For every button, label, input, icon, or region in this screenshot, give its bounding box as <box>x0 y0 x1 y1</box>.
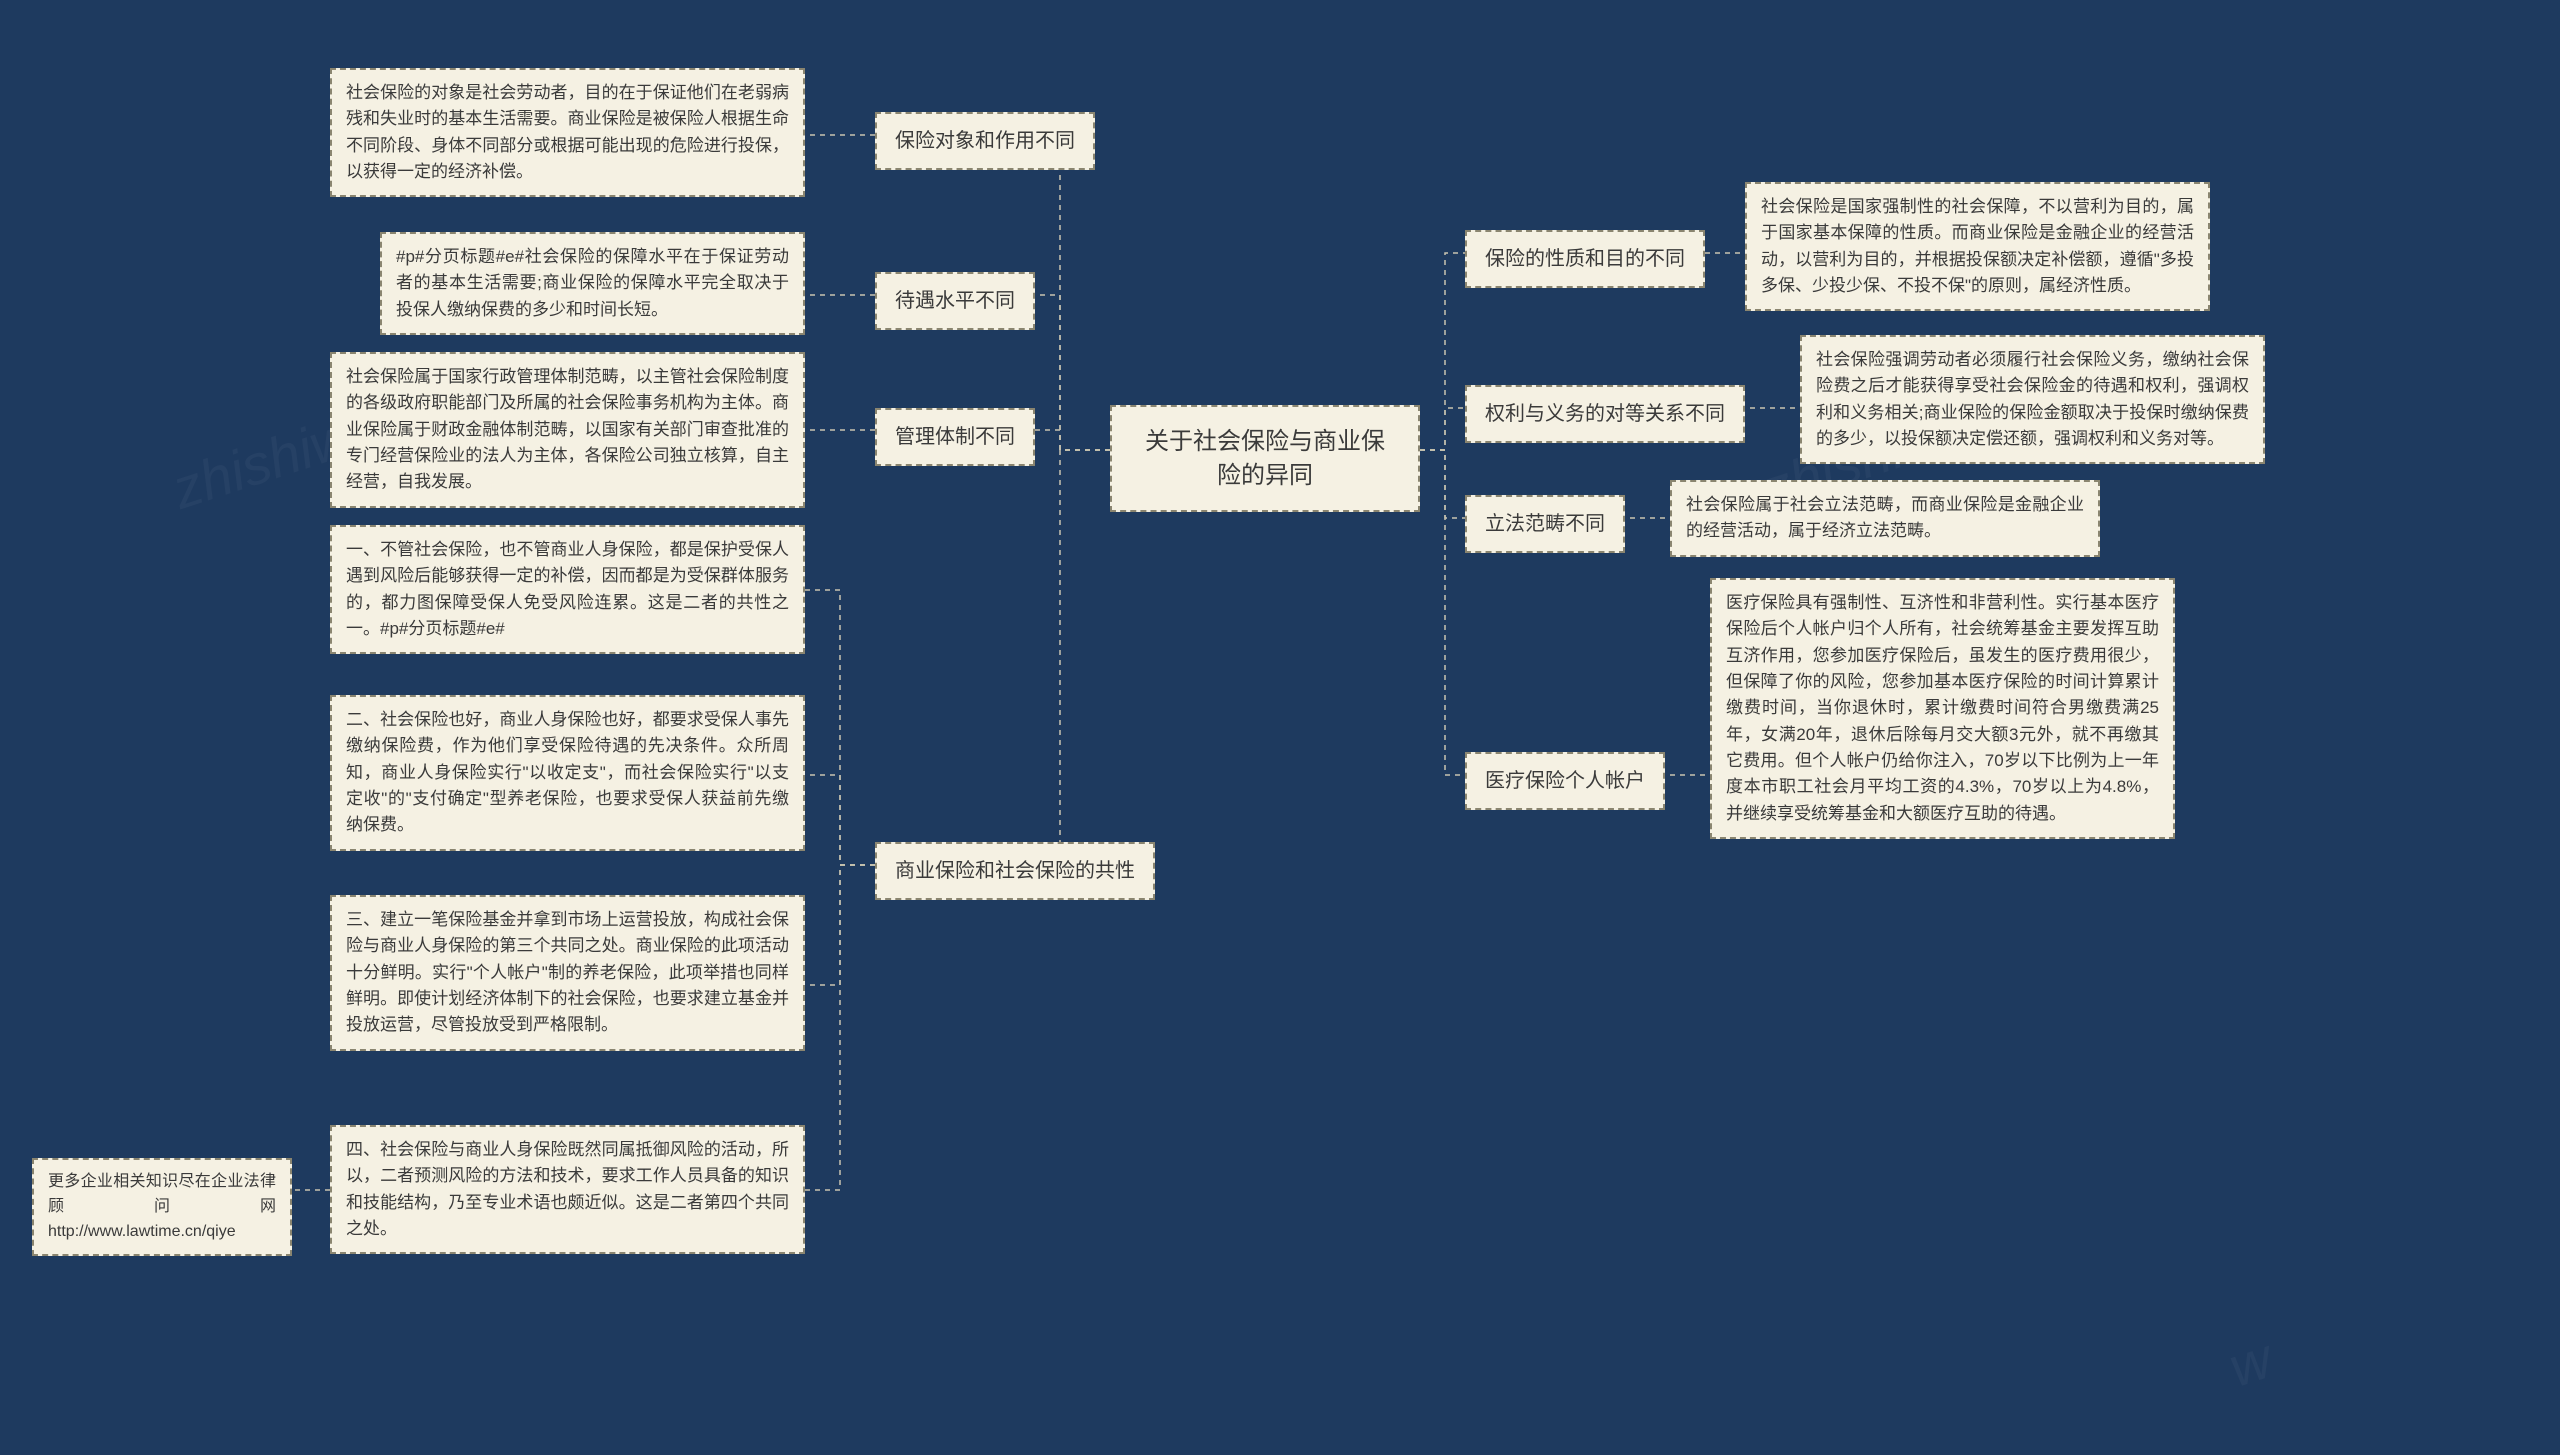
leaf-object-role: 社会保险的对象是社会劳动者，目的在于保证他们在老弱病残和失业时的基本生活需要。商… <box>330 68 805 197</box>
leaf-common-1: 一、不管社会保险，也不管商业人身保险，都是保护受保人遇到风险后能够获得一定的补偿… <box>330 525 805 654</box>
branch-treatment-level: 待遇水平不同 <box>875 272 1035 330</box>
branch-legislation: 立法范畴不同 <box>1465 495 1625 553</box>
leaf-rights-obligations: 社会保险强调劳动者必须履行社会保险义务，缴纳社会保险费之后才能获得享受社会保险金… <box>1800 335 2265 464</box>
leaf-legislation: 社会保险属于社会立法范畴，而商业保险是金融企业的经营活动，属于经济立法范畴。 <box>1670 480 2100 557</box>
leaf-management: 社会保险属于国家行政管理体制范畴，以主管社会保险制度的各级政府职能部门及所属的社… <box>330 352 805 508</box>
branch-common: 商业保险和社会保险的共性 <box>875 842 1155 900</box>
branch-management: 管理体制不同 <box>875 408 1035 466</box>
leaf-medical-account: 医疗保险具有强制性、互济性和非营利性。实行基本医疗保险后个人帐户归个人所有，社会… <box>1710 578 2175 839</box>
branch-medical-account: 医疗保险个人帐户 <box>1465 752 1665 810</box>
center-node: 关于社会保险与商业保险的异同 <box>1110 405 1420 512</box>
leaf-treatment-level: #p#分页标题#e#社会保险的保障水平在于保证劳动者的基本生活需要;商业保险的保… <box>380 232 805 335</box>
leaf-common-3: 三、建立一笔保险基金并拿到市场上运营投放，构成社会保险与商业人身保险的第三个共同… <box>330 895 805 1051</box>
branch-rights-obligations: 权利与义务的对等关系不同 <box>1465 385 1745 443</box>
watermark: w <box>2221 1325 2280 1399</box>
leaf-common-2: 二、社会保险也好，商业人身保险也好，都要求受保人事先缴纳保险费，作为他们享受保险… <box>330 695 805 851</box>
leaf-common-4: 四、社会保险与商业人身保险既然同属抵御风险的活动，所以，二者预测风险的方法和技术… <box>330 1125 805 1254</box>
leaf-nature-purpose: 社会保险是国家强制性的社会保障，不以营利为目的，属于国家基本保障的性质。而商业保… <box>1745 182 2210 311</box>
leaf-common-4-sub: 更多企业相关知识尽在企业法律顾问网http://www.lawtime.cn/q… <box>32 1158 292 1256</box>
branch-object-role: 保险对象和作用不同 <box>875 112 1095 170</box>
branch-nature-purpose: 保险的性质和目的不同 <box>1465 230 1705 288</box>
